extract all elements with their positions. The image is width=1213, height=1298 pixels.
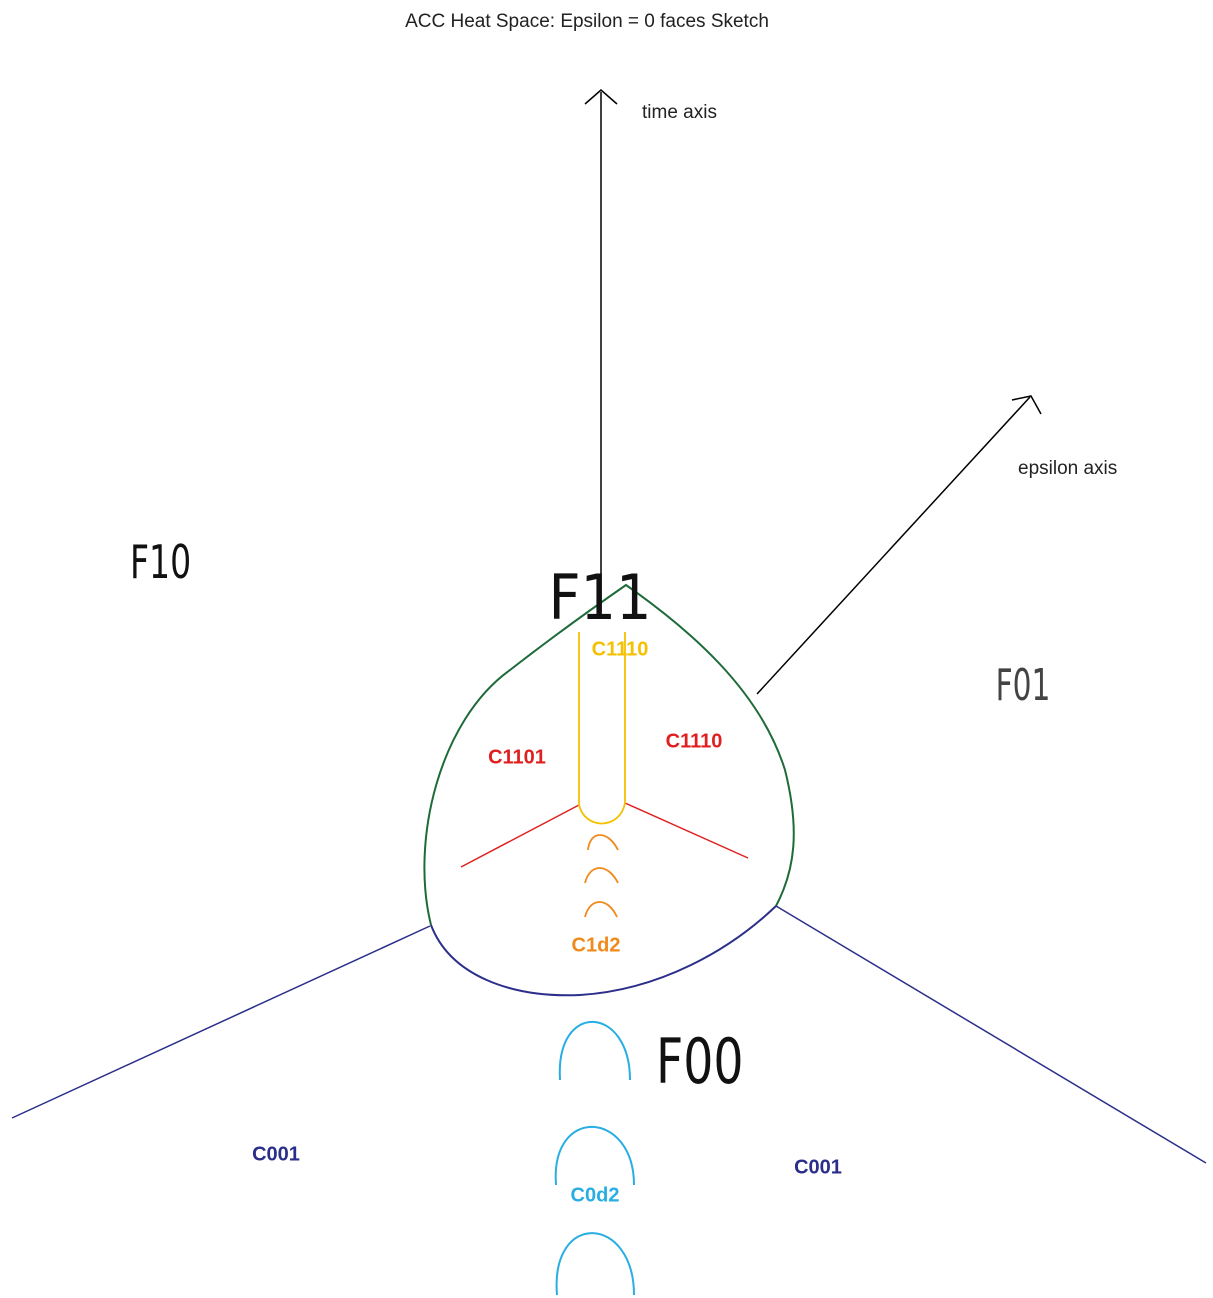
arrow-head xyxy=(1011,395,1042,415)
orange-arch xyxy=(584,901,618,918)
boundary-line xyxy=(11,925,431,1119)
cell-label: C1d2 xyxy=(572,934,621,956)
cell-label: C001 xyxy=(252,1143,300,1165)
arrow-head xyxy=(584,89,618,105)
cyan-arch xyxy=(554,1125,635,1186)
cell-label: C001 xyxy=(794,1156,842,1178)
face-label: F11 xyxy=(548,561,651,634)
orange-arch xyxy=(584,867,619,884)
blue-boundary xyxy=(430,905,777,997)
title: ACC Heat Space: Epsilon = 0 faces Sketch xyxy=(405,11,769,32)
red-line xyxy=(624,802,749,859)
face-label: F10 xyxy=(130,535,191,589)
cell-label: C1101 xyxy=(488,746,546,768)
cell-label: C1110 xyxy=(592,638,649,660)
epsilon-axis-label: epsilon axis xyxy=(1018,458,1117,479)
boundary-line xyxy=(775,905,1207,1164)
face-label: F00 xyxy=(656,1026,744,1098)
face-label: F01 xyxy=(996,660,1051,711)
cell-label: C0d2 xyxy=(571,1184,620,1206)
epsilon-axis xyxy=(756,396,1031,695)
cyan-arch xyxy=(555,1232,635,1296)
red-line xyxy=(460,804,580,868)
green-boundary xyxy=(423,583,795,926)
cyan-arch xyxy=(558,1020,631,1081)
yellow-tube xyxy=(578,632,626,825)
cell-label: C1110 xyxy=(666,730,723,752)
orange-arch xyxy=(587,834,619,851)
time-axis-label: time axis xyxy=(642,102,717,123)
